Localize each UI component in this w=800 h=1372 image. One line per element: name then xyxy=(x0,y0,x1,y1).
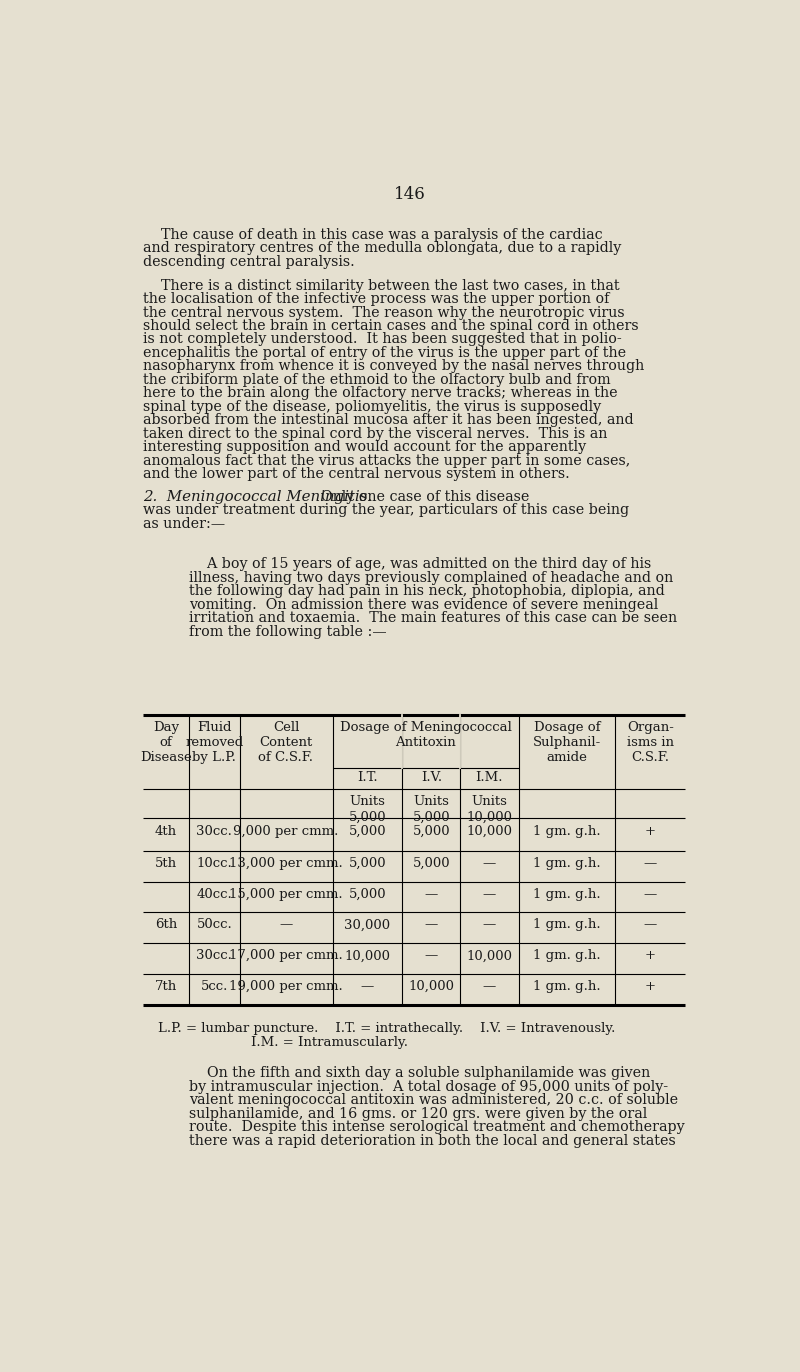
Text: illness, having two days previously complained of headache and on: illness, having two days previously comp… xyxy=(189,571,674,584)
Text: 10,000: 10,000 xyxy=(466,825,513,837)
Text: Units
10,000: Units 10,000 xyxy=(466,796,513,823)
Text: here to the brain along the olfactory nerve tracks; whereas in the: here to the brain along the olfactory ne… xyxy=(142,387,618,401)
Text: 13,000 per cmm.: 13,000 per cmm. xyxy=(229,858,343,870)
Text: 40cc.: 40cc. xyxy=(197,888,232,900)
Text: and respiratory centres of the medulla oblongata, due to a rapidly: and respiratory centres of the medulla o… xyxy=(142,241,621,255)
Text: Cell
Content
of C.S.F.: Cell Content of C.S.F. xyxy=(258,722,314,764)
Text: valent meningococcal antitoxin was administered, 20 c.c. of soluble: valent meningococcal antitoxin was admin… xyxy=(189,1093,678,1107)
Text: the cribiform plate of the ethmoid to the olfactory bulb and from: the cribiform plate of the ethmoid to th… xyxy=(142,373,610,387)
Text: 4th: 4th xyxy=(155,825,177,837)
Text: 30cc.: 30cc. xyxy=(196,949,232,962)
Text: —: — xyxy=(425,949,438,962)
Text: descending central paralysis.: descending central paralysis. xyxy=(142,255,354,269)
Text: 146: 146 xyxy=(394,187,426,203)
Text: 6th: 6th xyxy=(154,918,177,932)
Text: the central nervous system.  The reason why the neurotropic virus: the central nervous system. The reason w… xyxy=(142,306,624,320)
Text: 17,000 per cmm.: 17,000 per cmm. xyxy=(229,949,343,962)
Text: 1 gm. g.h.: 1 gm. g.h. xyxy=(533,858,601,870)
Text: There is a distinct similarity between the last two cases, in that: There is a distinct similarity between t… xyxy=(142,279,619,292)
Text: Organ-
isms in
C.S.F.: Organ- isms in C.S.F. xyxy=(626,722,674,764)
Text: —: — xyxy=(425,888,438,900)
Text: 5,000: 5,000 xyxy=(413,858,450,870)
Text: I.V.: I.V. xyxy=(421,771,442,785)
Text: —: — xyxy=(644,918,657,932)
Text: 10,000: 10,000 xyxy=(344,949,390,962)
Text: absorbed from the intestinal mucosa after it has been ingested, and: absorbed from the intestinal mucosa afte… xyxy=(142,413,634,427)
Text: anomalous fact that the virus attacks the upper part in some cases,: anomalous fact that the virus attacks th… xyxy=(142,454,630,468)
Text: I.M.: I.M. xyxy=(476,771,503,785)
Text: Dosage of Meningococcal
Antitoxin: Dosage of Meningococcal Antitoxin xyxy=(339,722,511,749)
Text: vomiting.  On admission there was evidence of severe meningeal: vomiting. On admission there was evidenc… xyxy=(189,598,658,612)
Text: 15,000 per cmm.: 15,000 per cmm. xyxy=(229,888,343,900)
Text: —: — xyxy=(483,858,496,870)
Text: 50cc.: 50cc. xyxy=(197,918,232,932)
Text: nasopharynx from whence it is conveyed by the nasal nerves through: nasopharynx from whence it is conveyed b… xyxy=(142,359,644,373)
Text: from the following table :—: from the following table :— xyxy=(189,624,386,639)
Text: spinal type of the disease, poliomyelitis, the virus is supposedly: spinal type of the disease, poliomyeliti… xyxy=(142,399,601,414)
Text: encephalitis the portal of entry of the virus is the upper part of the: encephalitis the portal of entry of the … xyxy=(142,346,626,359)
Text: the following day had pain in his neck, photophobia, diplopia, and: the following day had pain in his neck, … xyxy=(189,584,665,598)
Text: 5,000: 5,000 xyxy=(349,888,386,900)
Text: The cause of death in this case was a paralysis of the cardiac: The cause of death in this case was a pa… xyxy=(142,228,602,241)
Text: —: — xyxy=(483,980,496,993)
Text: 5,000: 5,000 xyxy=(349,825,386,837)
Text: —: — xyxy=(644,858,657,870)
Text: 7th: 7th xyxy=(154,980,177,993)
Text: I.T.: I.T. xyxy=(357,771,378,785)
Text: as under:—: as under:— xyxy=(142,516,225,531)
Text: irritation and toxaemia.  The main features of this case can be seen: irritation and toxaemia. The main featur… xyxy=(189,612,678,626)
Text: 1 gm. g.h.: 1 gm. g.h. xyxy=(533,888,601,900)
Text: A boy of 15 years of age, was admitted on the third day of his: A boy of 15 years of age, was admitted o… xyxy=(189,557,651,571)
Text: interesting supposition and would account for the apparently: interesting supposition and would accoun… xyxy=(142,440,586,454)
Text: 1 gm. g.h.: 1 gm. g.h. xyxy=(533,980,601,993)
Text: 19,000 per cmm.: 19,000 per cmm. xyxy=(229,980,343,993)
Text: Units
5,000: Units 5,000 xyxy=(349,796,386,823)
Text: 9,000 per cmm.: 9,000 per cmm. xyxy=(234,825,338,837)
Text: and the lower part of the central nervous system in others.: and the lower part of the central nervou… xyxy=(142,468,570,482)
Text: sulphanilamide, and 16 gms. or 120 grs. were given by the oral: sulphanilamide, and 16 gms. or 120 grs. … xyxy=(189,1107,647,1121)
Text: 10cc.: 10cc. xyxy=(197,858,232,870)
Text: 5,000: 5,000 xyxy=(413,825,450,837)
Text: Only one case of this disease: Only one case of this disease xyxy=(311,490,529,504)
Text: —: — xyxy=(361,980,374,993)
Text: On the fifth and sixth day a soluble sulphanilamide was given: On the fifth and sixth day a soluble sul… xyxy=(189,1066,650,1080)
Text: 1 gm. g.h.: 1 gm. g.h. xyxy=(533,825,601,837)
Text: 10,000: 10,000 xyxy=(408,980,454,993)
Text: +: + xyxy=(645,980,656,993)
Text: Fluid
removed
by L.P.: Fluid removed by L.P. xyxy=(185,722,243,764)
Text: Units
5,000: Units 5,000 xyxy=(413,796,450,823)
Text: —: — xyxy=(425,918,438,932)
Text: the localisation of the infective process was the upper portion of: the localisation of the infective proces… xyxy=(142,292,609,306)
Text: +: + xyxy=(645,949,656,962)
Text: taken direct to the spinal cord by the visceral nerves.  This is an: taken direct to the spinal cord by the v… xyxy=(142,427,607,440)
Text: 5cc.: 5cc. xyxy=(201,980,228,993)
Text: 2.  Meningococcal Meningitis.: 2. Meningococcal Meningitis. xyxy=(142,490,372,504)
Text: L.P. = lumbar puncture.    I.T. = intrathecally.    I.V. = Intravenously.: L.P. = lumbar puncture. I.T. = intrathec… xyxy=(158,1022,615,1034)
Text: there was a rapid deterioration in both the local and general states: there was a rapid deterioration in both … xyxy=(189,1133,676,1148)
Text: —: — xyxy=(644,888,657,900)
Text: Dosage of
Sulphanil-
amide: Dosage of Sulphanil- amide xyxy=(533,722,601,764)
Text: is not completely understood.  It has been suggested that in polio-: is not completely understood. It has bee… xyxy=(142,332,622,347)
Text: I.M. = Intramuscularly.: I.M. = Intramuscularly. xyxy=(251,1036,408,1048)
Text: 10,000: 10,000 xyxy=(466,949,513,962)
Text: should select the brain in certain cases and the spinal cord in others: should select the brain in certain cases… xyxy=(142,320,638,333)
Text: 5th: 5th xyxy=(155,858,177,870)
Text: by intramuscular injection.  A total dosage of 95,000 units of poly-: by intramuscular injection. A total dosa… xyxy=(189,1080,668,1093)
Text: —: — xyxy=(483,918,496,932)
Text: 30,000: 30,000 xyxy=(344,918,390,932)
Text: —: — xyxy=(483,888,496,900)
Text: —: — xyxy=(279,918,293,932)
Text: route.  Despite this intense serological treatment and chemotherapy: route. Despite this intense serological … xyxy=(189,1120,685,1135)
Text: 1 gm. g.h.: 1 gm. g.h. xyxy=(533,918,601,932)
Text: 5,000: 5,000 xyxy=(349,858,386,870)
Text: +: + xyxy=(645,825,656,837)
Text: 30cc.: 30cc. xyxy=(196,825,232,837)
Text: 1 gm. g.h.: 1 gm. g.h. xyxy=(533,949,601,962)
Text: was under treatment during the year, particulars of this case being: was under treatment during the year, par… xyxy=(142,504,629,517)
Text: Day
of
Disease: Day of Disease xyxy=(140,722,192,764)
